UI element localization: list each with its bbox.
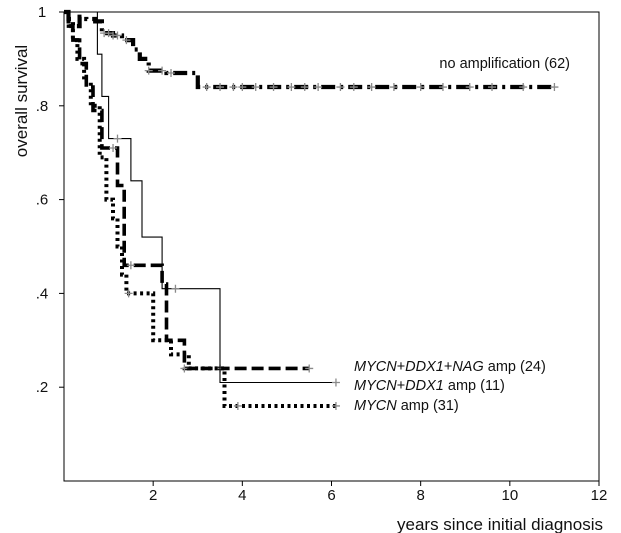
censor-mark [300, 83, 309, 92]
censor-mark [126, 261, 135, 270]
censor-mark [251, 83, 260, 92]
censor-mark [229, 83, 238, 92]
x-tick-label: 12 [591, 487, 608, 504]
censor-mark [144, 66, 153, 75]
censor-mark [465, 83, 474, 92]
series-label-mycn-ddx1-amp: MYCN+DDX1 amp (11) [354, 378, 505, 394]
series-label-part: DDX1 [405, 359, 444, 375]
censor-mark [336, 83, 345, 92]
series-label-mycn-ddx1-nag-amp: MYCN+DDX1+NAG amp (24) [354, 359, 546, 375]
censor-mark [122, 36, 131, 45]
censor-mark [158, 66, 167, 75]
series-mycn-ddx1-amp: MYCN+DDX1 amp (11) [64, 11, 505, 394]
censor-mark [167, 68, 175, 77]
y-axis-ticks: .2 .4 .6 .8 1 [36, 4, 64, 396]
x-axis-title: years since initial diagnosis [397, 515, 603, 533]
x-axis-ticks: 2 4 6 8 10 12 [149, 481, 607, 504]
series-label-part: + [397, 378, 405, 394]
x-tick-label: 4 [238, 487, 246, 504]
series-label-part: MYCN [354, 398, 397, 414]
x-tick-label: 2 [149, 487, 157, 504]
censor-mark [331, 401, 340, 410]
censor-mark [287, 83, 296, 92]
censor-mark [124, 289, 133, 298]
censor-mark [113, 31, 122, 40]
series-label-no-amplification: no amplification (62) [439, 56, 570, 72]
y-tick-label: .2 [36, 379, 49, 396]
censor-mark [314, 83, 323, 92]
censor-mark [331, 378, 340, 387]
survival-curves: no amplification (62)MYCN+DDX1+NAG amp (… [64, 9, 570, 414]
x-tick-label: 6 [327, 487, 335, 504]
series-label-part: + [397, 359, 405, 375]
series-no-amplification: no amplification (62) [64, 9, 570, 92]
y-tick-label: .6 [36, 192, 49, 209]
censor-mark [416, 83, 425, 92]
censor-mark [305, 364, 314, 373]
curve-no-amplification [64, 9, 555, 90]
censor-mark [438, 83, 447, 92]
series-label-mycn-amp: MYCN amp (31) [354, 398, 459, 414]
censor-mark [550, 83, 559, 92]
censor-mark [171, 284, 180, 293]
curve-mycn-ddx1-nag-amp [64, 10, 310, 371]
series-label-part: NAG [452, 359, 483, 375]
plot-area-frame [63, 11, 600, 482]
x-tick-label: 10 [501, 487, 518, 504]
series-label-part: MYCN [354, 378, 397, 394]
curve-mycn-ddx1-amp [64, 11, 336, 384]
y-tick-label: 1 [38, 4, 46, 21]
censor-mark [216, 83, 225, 92]
censor-mark [389, 83, 398, 92]
series-mycn-amp: MYCN amp (31) [64, 10, 459, 414]
y-axis-title: overall survival [12, 45, 31, 157]
censor-mark [367, 83, 376, 92]
y-tick-label: .4 [36, 285, 49, 302]
censor-mark [349, 83, 358, 92]
series-label-part: amp (31) [397, 398, 459, 414]
censor-mark [519, 83, 528, 92]
series-label-part: amp (24) [484, 359, 546, 375]
x-tick-label: 8 [416, 487, 424, 504]
series-label-part: + [444, 359, 452, 375]
censor-mark [113, 134, 122, 143]
curve-mycn-amp [64, 10, 336, 408]
censor-mark [269, 83, 278, 92]
censor-mark [233, 401, 242, 410]
censor-mark [202, 83, 211, 92]
censor-mark [109, 144, 118, 153]
censor-mark [238, 83, 247, 92]
censor-mark [104, 29, 113, 38]
series-label-part: no amplification (62) [439, 56, 570, 72]
series-label-part: amp (11) [444, 378, 505, 394]
series-label-part: MYCN [354, 359, 397, 375]
series-label-part: DDX1 [405, 378, 444, 394]
censor-mark [488, 83, 496, 92]
y-tick-label: .8 [36, 98, 49, 115]
